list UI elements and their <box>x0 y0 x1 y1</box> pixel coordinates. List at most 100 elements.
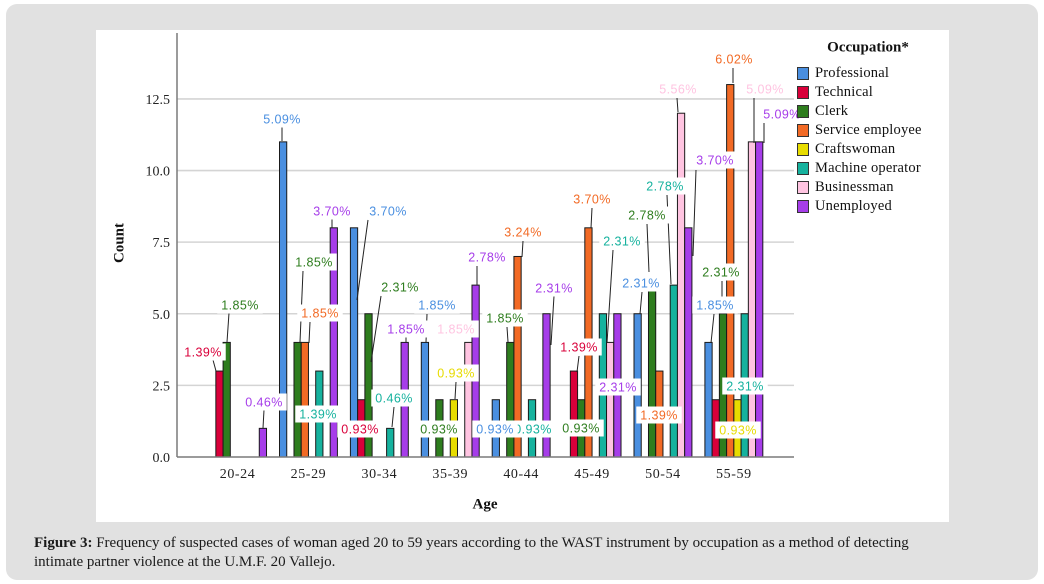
data-label-box <box>618 274 664 292</box>
data-label-box <box>558 419 604 437</box>
leader-line <box>550 295 555 346</box>
data-label-box <box>291 253 337 271</box>
data-label-box <box>482 309 528 327</box>
data-label-businessman-55-59: 5.09% <box>742 80 788 98</box>
legend-swatch <box>797 181 809 194</box>
data-label-text: 1.39% <box>560 341 597 355</box>
data-label-text: 3.70% <box>313 205 350 219</box>
data-label-machine-operator-25-29: 1.39% <box>295 405 341 423</box>
legend-item-professional: Professional <box>797 65 890 81</box>
bar-technical-20-24 <box>215 370 224 458</box>
x-tick-label: 55-59 <box>716 467 752 482</box>
data-label-professional-25-29: 5.09% <box>259 110 305 128</box>
data-label-text: 1.85% <box>418 299 455 313</box>
data-label-text: 0.46% <box>375 392 412 406</box>
data-label-craftswoman-55-59: 0.93% <box>715 421 761 439</box>
bar-professional-35-39 <box>420 341 430 458</box>
data-label-text: 2.78% <box>646 180 683 194</box>
legend-swatch <box>797 124 809 137</box>
data-label-box <box>500 223 546 241</box>
legend-title: Occupation* <box>827 39 909 56</box>
x-tick-label: 25-29 <box>291 467 327 482</box>
legend-swatch <box>797 86 809 99</box>
bars <box>215 84 764 458</box>
data-label-clerk-40-44: 1.85% <box>482 309 528 327</box>
data-label-box <box>624 206 670 224</box>
leader-line <box>521 240 524 258</box>
leader-line <box>356 219 369 301</box>
leader-line <box>262 409 265 429</box>
y-tick-label: 2.5 <box>153 379 171 394</box>
data-label-text: 5.09% <box>763 108 800 122</box>
data-label-unemployed-50-54: 3.70% <box>692 151 738 169</box>
y-tick-label: 12.5 <box>146 93 171 108</box>
data-label-unemployed-20-24: 0.46% <box>241 393 287 411</box>
data-label-unemployed-55-59: 5.09% <box>759 105 805 123</box>
legend-swatch <box>797 67 809 80</box>
data-label-text: 2.78% <box>628 209 665 223</box>
caption-text-1: Frequency of suspected cases of woman ag… <box>96 535 909 551</box>
data-label-text: 1.39% <box>184 346 221 360</box>
data-label-box <box>371 389 417 407</box>
y-tick-label: 10.0 <box>146 165 171 180</box>
y-tick-label: 5.0 <box>153 308 171 323</box>
data-label-box <box>241 393 287 411</box>
data-label-unemployed-35-39: 2.78% <box>464 248 510 266</box>
legend-swatch <box>797 143 809 156</box>
legend-label: Service employee <box>815 122 922 138</box>
x-tick-label: 20-24 <box>220 467 256 482</box>
leader-line <box>606 249 614 344</box>
data-label-box <box>383 320 429 338</box>
data-label-box <box>692 296 738 314</box>
legend-label: Businessman <box>815 179 894 195</box>
legend-swatch <box>797 105 809 118</box>
legend-item-service-employee: Service employee <box>797 122 922 138</box>
leader-line <box>590 207 593 229</box>
data-label-text: 0.93% <box>719 424 756 438</box>
data-label-box <box>759 105 805 123</box>
data-label-text: 1.85% <box>301 307 338 321</box>
data-label-clerk-20-24: 1.85% <box>217 296 263 314</box>
legend-item-clerk: Clerk <box>797 103 849 119</box>
leader-line <box>454 381 457 400</box>
data-label-text: 3.24% <box>504 226 541 240</box>
data-label-machine-operator-40-44: 0.93% <box>510 420 556 438</box>
data-label-text: 3.70% <box>573 193 610 207</box>
data-label-text: 2.31% <box>381 281 418 295</box>
data-label-professional-40-44: 0.93% <box>472 420 518 438</box>
tick-labels: 0.0 2.5 5.0 7.5 10.0 12.5 20-24 25-29 30-34 35-39… <box>146 93 752 482</box>
data-label-professional-35-39: 1.85% <box>414 296 460 314</box>
data-label-box <box>433 320 479 338</box>
legend-label: Professional <box>815 65 890 81</box>
data-label-service-employee-45-49: 3.70% <box>569 190 615 208</box>
data-label-clerk-30-34: 2.31% <box>377 278 423 296</box>
legend-label: Clerk <box>815 103 849 119</box>
data-label-text: 5.56% <box>659 83 696 97</box>
data-label-box <box>510 420 556 438</box>
legend-label: Unemployed <box>815 198 892 214</box>
data-label-text: 0.46% <box>245 396 282 410</box>
data-label-box <box>636 406 682 424</box>
data-label-professional-30-34: 3.70% <box>365 202 411 220</box>
data-label-text: 1.85% <box>387 323 424 337</box>
caption-line-1: Figure 3: Frequency of suspected cases o… <box>34 534 1024 553</box>
leader-line <box>212 359 217 372</box>
x-axis-title: Age <box>472 496 498 513</box>
x-tick-label: 50-54 <box>645 467 681 482</box>
data-label-technical-20-24: 1.39% <box>180 343 226 361</box>
gridlines <box>177 98 794 387</box>
y-axis-title: Count <box>111 222 128 264</box>
leader-line <box>391 406 395 428</box>
data-label-text: 5.09% <box>263 113 300 127</box>
data-label-text: 0.93% <box>420 423 457 437</box>
data-label-machine-operator-50-54: 2.78% <box>642 177 688 195</box>
figure-caption: Figure 3: Frequency of suspected cases o… <box>34 534 1024 571</box>
data-label-box <box>365 202 411 220</box>
data-label-machine-operator-30-34: 0.46% <box>371 389 417 407</box>
y-tick-label: 0.0 <box>153 451 171 466</box>
leader-line <box>692 169 697 257</box>
legend-item-technical: Technical <box>797 84 873 100</box>
data-label-box <box>433 364 479 382</box>
bar-machine-operator-30-34 <box>386 427 395 458</box>
